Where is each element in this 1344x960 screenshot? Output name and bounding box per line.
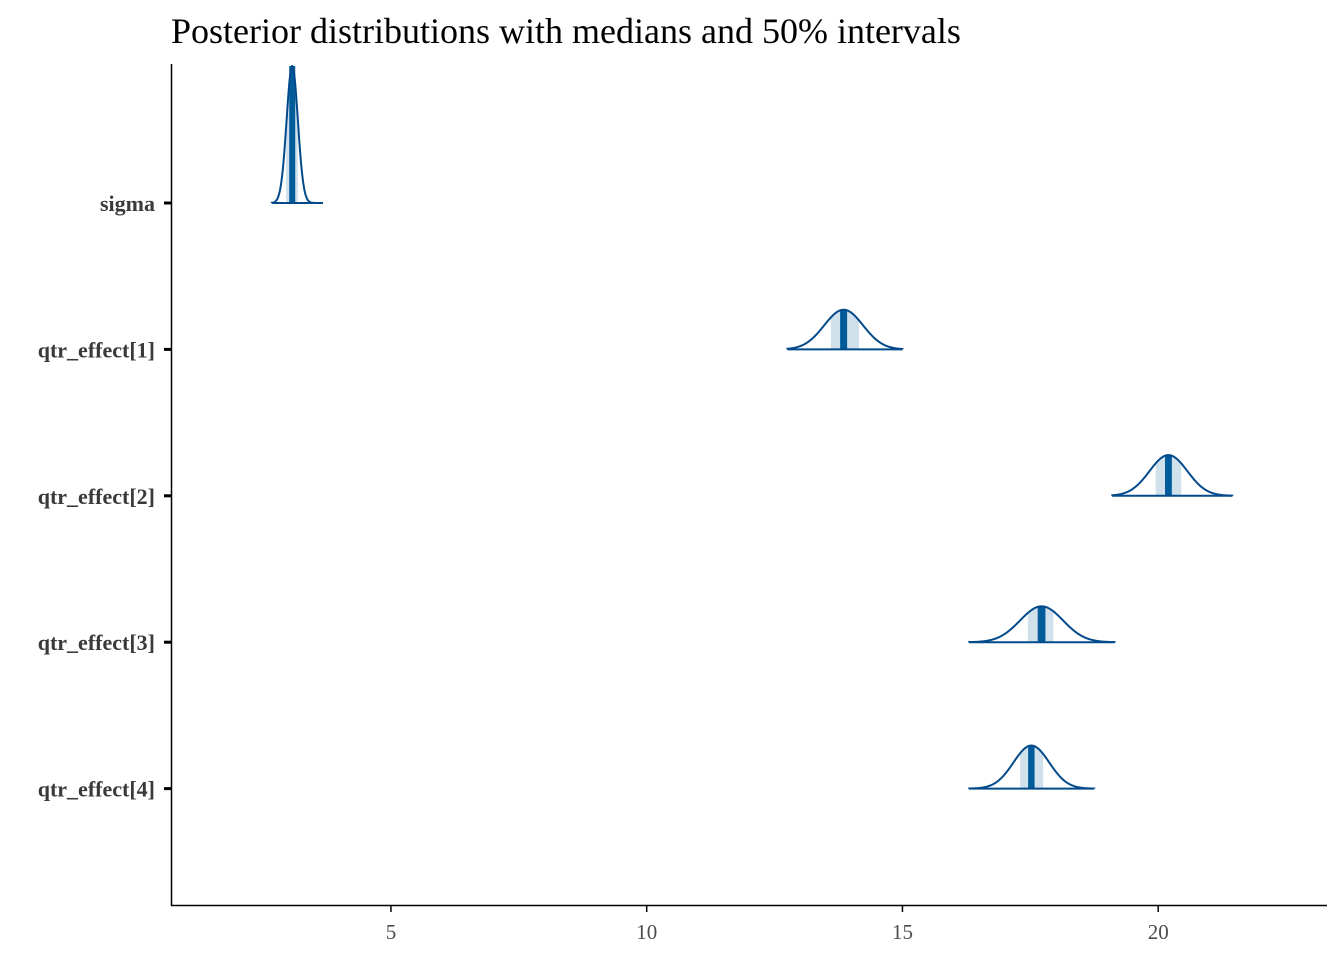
y-tick-label: qtr_effect[3] xyxy=(38,630,155,655)
y-tick-label: sigma xyxy=(100,191,155,216)
x-tick-label: 10 xyxy=(636,920,657,944)
density-curve xyxy=(967,744,1096,790)
x-axis: 5 10 15 20 xyxy=(386,906,1169,944)
density-curve xyxy=(786,308,904,350)
density-layer xyxy=(270,64,1234,790)
density-qtr_effect[4] xyxy=(967,744,1096,790)
y-tick-label: qtr_effect[1] xyxy=(38,337,155,362)
y-tick-label: qtr_effect[4] xyxy=(38,777,155,802)
x-tick-label: 15 xyxy=(892,920,913,944)
median-line xyxy=(1028,745,1035,789)
x-tick-label: 20 xyxy=(1148,920,1169,944)
density-qtr_effect[1] xyxy=(786,308,904,351)
median-line xyxy=(840,309,848,350)
x-tick-label: 5 xyxy=(386,920,397,944)
density-qtr_effect[2] xyxy=(1111,454,1234,497)
median-line xyxy=(289,66,296,203)
density-curve xyxy=(1111,454,1234,497)
median-line xyxy=(1037,606,1046,643)
median-line xyxy=(1165,455,1172,496)
density-sigma xyxy=(270,64,323,204)
y-tick-label: qtr_effect[2] xyxy=(38,484,155,509)
y-axis: sigma qtr_effect[1] qtr_effect[2] qtr_effec… xyxy=(38,191,171,802)
density-qtr_effect[3] xyxy=(967,605,1116,644)
density-curve xyxy=(967,605,1116,644)
chart-title: Posterior distributions with medians and… xyxy=(171,11,961,51)
